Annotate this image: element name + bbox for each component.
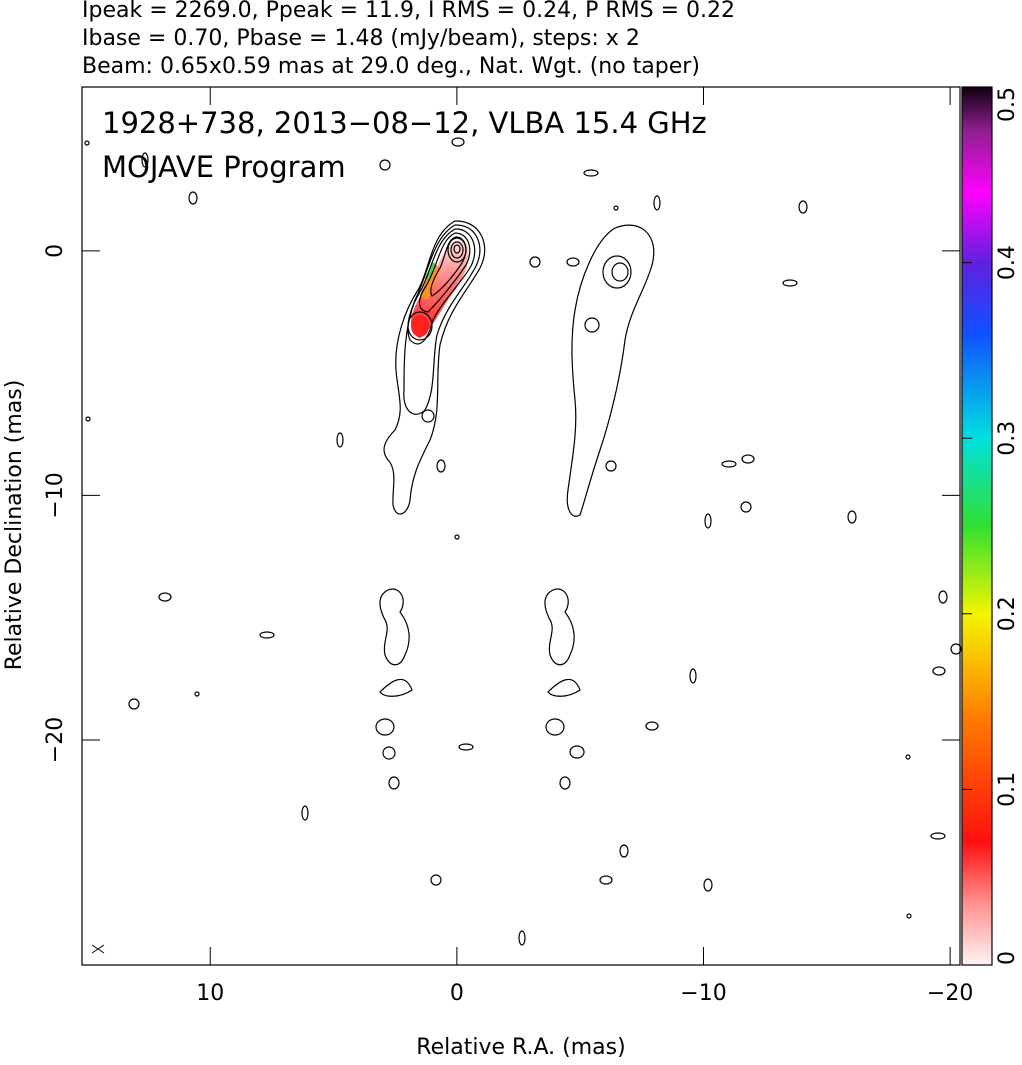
y-tick-label: −10 (43, 472, 68, 518)
noise-contour (518, 930, 526, 946)
beam (91, 944, 105, 954)
noise-contour (906, 913, 912, 919)
noise-contour (645, 721, 659, 731)
noise-contour (128, 698, 140, 710)
y-tick-label: 0 (43, 244, 68, 258)
noise-contour (430, 874, 442, 886)
colorbar-tick-label: 0.1 (995, 772, 1020, 807)
colorbar-tick-label: 0.2 (995, 596, 1020, 631)
noise-contour (938, 590, 948, 604)
noise-contour (336, 432, 344, 448)
x-tick-label: −10 (680, 981, 726, 1006)
noise-contour (721, 460, 737, 468)
y-tick-label: −20 (43, 717, 68, 763)
noise-contour (950, 643, 962, 655)
noise-contour (583, 169, 599, 177)
colorbar (961, 86, 993, 966)
noise-contour (454, 534, 460, 540)
noise-contour (932, 666, 946, 676)
header-line: Ipeak = 2269.0, Ppeak = 11.9, I RMS = 0.… (82, 0, 735, 23)
header-line: Beam: 0.65x0.59 mas at 29.0 deg., Nat. W… (82, 54, 700, 79)
noise-contour (619, 844, 629, 858)
noise-contour (704, 513, 712, 529)
noise-contour (436, 459, 446, 473)
noise-contour (529, 256, 541, 268)
noise-contour (847, 510, 857, 524)
colorbar-tick-label: 0.5 (995, 87, 1020, 122)
noise-contour (599, 875, 613, 885)
noise-contour (158, 592, 172, 602)
noise-contour (930, 832, 946, 840)
x-tick-label: 10 (196, 981, 224, 1006)
noise-contour (451, 137, 465, 147)
noise-contour (605, 460, 617, 472)
noise-contour (259, 631, 275, 639)
noise-contour (85, 416, 91, 422)
x-axis-label: Relative R.A. (mas) (416, 1035, 625, 1060)
header-line: Ibase = 0.70, Pbase = 1.48 (mJy/beam), s… (82, 26, 640, 51)
noise-contour (613, 205, 619, 211)
noise-contour (141, 152, 149, 168)
noise-contour (782, 279, 798, 287)
noise-contour (798, 200, 808, 214)
noise-contour (740, 501, 752, 513)
plot-frame (81, 86, 961, 966)
noise-contour (703, 878, 713, 892)
y-axis-label: Relative Declination (mas) (2, 380, 27, 671)
noise-contour (741, 454, 755, 464)
noise-contour (194, 691, 200, 697)
noise-contour (905, 754, 911, 760)
noise-contour (379, 159, 391, 171)
noise-contour (653, 195, 661, 211)
noise-contour (566, 257, 580, 267)
noise-contour (301, 805, 309, 821)
x-tick-label: −20 (927, 981, 973, 1006)
annotation: 1928+738, 2013−08−12, VLBA 15.4 GHz (102, 106, 707, 140)
colorbar-tick-label: 0.4 (995, 245, 1020, 280)
colorbar-tick-label: 0.3 (995, 421, 1020, 456)
noise-contour (689, 668, 697, 684)
annotation: MOJAVE Program (102, 150, 346, 184)
colorbar-tick-label: 0 (995, 951, 1020, 965)
contours (84, 137, 962, 946)
noise-contour (84, 140, 90, 146)
noise-contour (188, 191, 198, 205)
x-tick-label: 0 (450, 981, 464, 1006)
noise-contour (458, 743, 474, 751)
